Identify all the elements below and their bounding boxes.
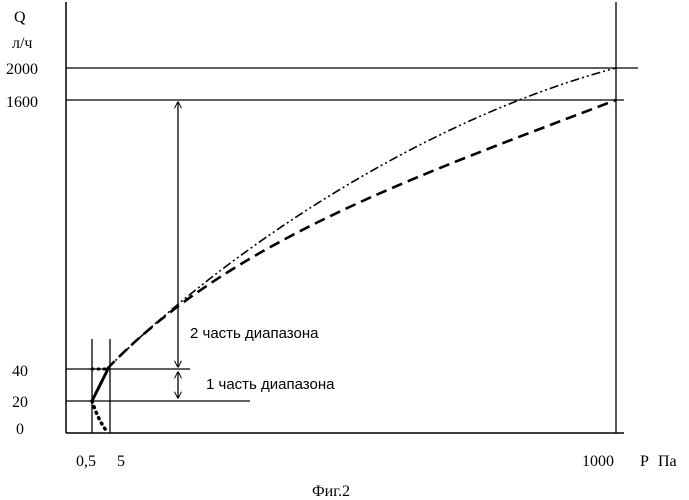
y-tick-label: 0 (16, 421, 24, 438)
x-tick-label: 1000 (582, 453, 614, 470)
x-axis-symbol: P (640, 453, 649, 470)
x-tick-label: 5 (117, 453, 125, 470)
dash-dot-curve (107, 68, 616, 369)
x-axis-unit: Па (658, 453, 677, 470)
figure-caption: Фиг.2 (312, 483, 350, 500)
x-tick-label: 0,5 (76, 453, 96, 470)
solid-curve-segment (92, 369, 108, 401)
dashed-curve (107, 100, 616, 369)
y-axis-symbol: Q (14, 9, 26, 26)
y-tick-label: 20 (12, 394, 28, 411)
dotted-curve-segment (92, 401, 108, 433)
range-part-2-label: 2 часть диапазона (190, 325, 319, 342)
y-axis-unit: л/ч (12, 35, 32, 52)
y-tick-label: 40 (12, 363, 28, 380)
range-part-1-label: 1 часть диапазона (206, 376, 335, 393)
y-tick-label: 2000 (6, 61, 38, 78)
y-tick-label: 1600 (6, 94, 38, 111)
